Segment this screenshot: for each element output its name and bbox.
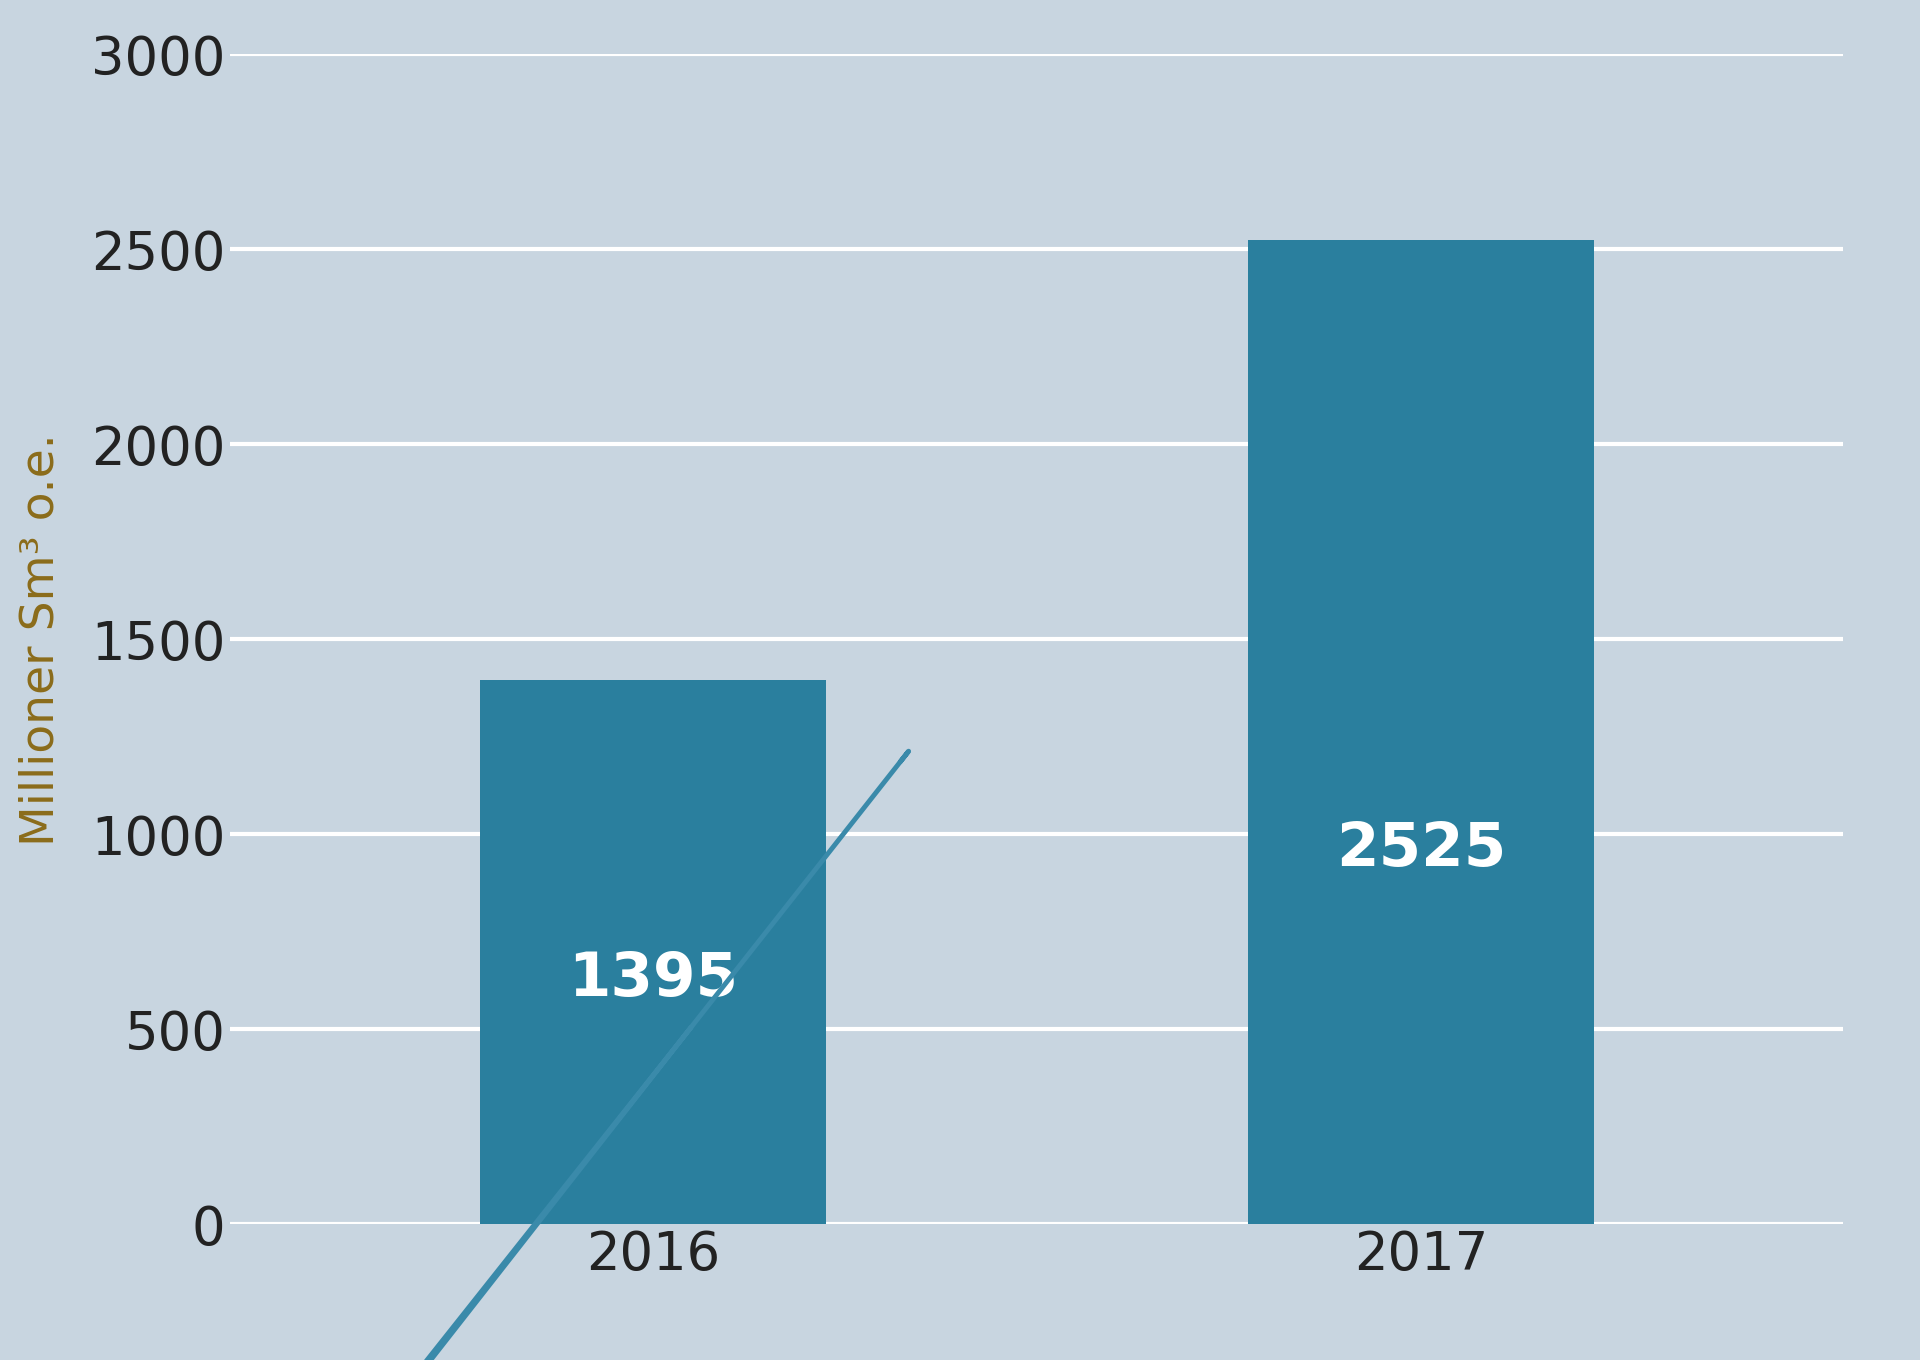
Text: 2525: 2525: [1336, 820, 1505, 880]
Bar: [1248, 239, 1594, 1224]
Text: 1395: 1395: [568, 949, 737, 1009]
Y-axis label: Millioner Sm³ o.e.: Millioner Sm³ o.e.: [19, 432, 63, 846]
Bar: [480, 680, 826, 1224]
